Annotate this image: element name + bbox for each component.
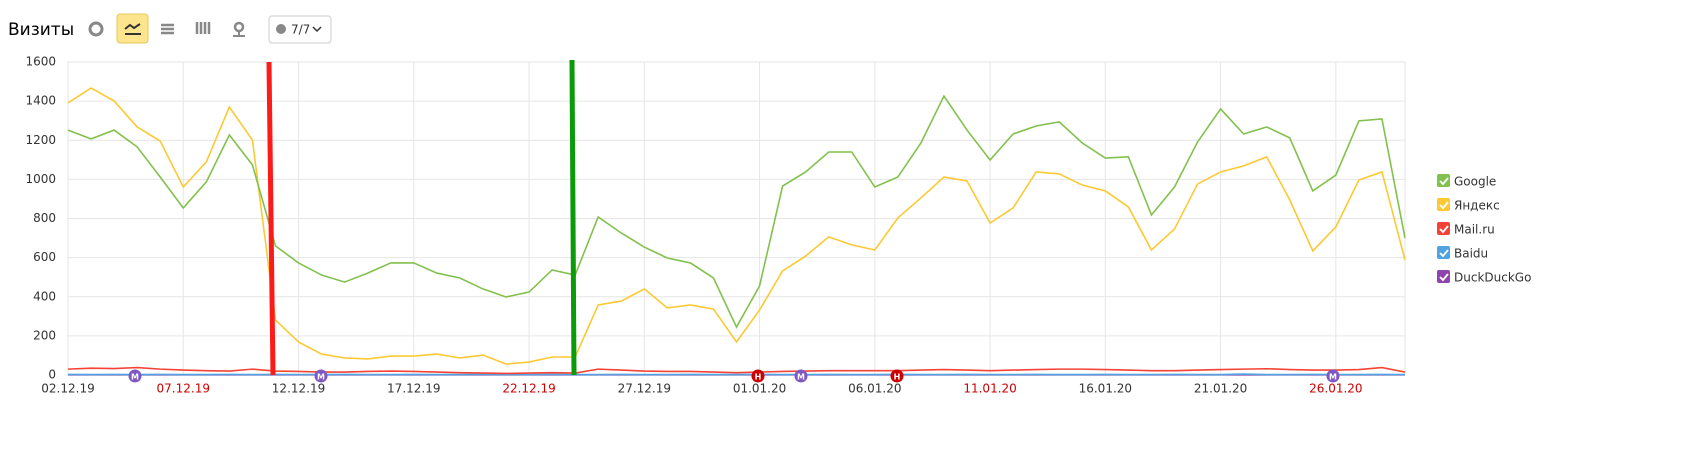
y-tick-label: 0 — [48, 368, 56, 382]
series-line — [67, 373, 1406, 376]
x-tick-label: 01.01.20 — [733, 382, 786, 396]
y-tick-label: 1000 — [25, 172, 56, 186]
legend-checkbox[interactable] — [1437, 246, 1450, 259]
event-marker-label: М — [317, 373, 325, 382]
event-marker[interactable] — [794, 369, 808, 383]
event-marker-label: Н — [755, 373, 762, 382]
legend-checkbox[interactable] — [1437, 222, 1450, 235]
x-tick-label: 17.12.19 — [387, 382, 440, 396]
event-marker[interactable] — [128, 369, 142, 383]
grid: 0 200 400 600 800 1000 1200 1400 1600 02.12.19 07.… — [25, 55, 1405, 396]
x-tick-label: 22.12.19 — [502, 382, 555, 396]
y-tick-label: 200 — [33, 328, 56, 342]
legend-checkbox[interactable] — [1437, 270, 1450, 283]
legend-label[interactable]: Baidu — [1454, 247, 1488, 261]
legend-label[interactable]: Яндекс — [1454, 199, 1500, 213]
x-tick-label: 12.12.19 — [272, 382, 325, 396]
event-marker-label: М — [131, 373, 139, 382]
x-tick-label: 11.01.20 — [963, 382, 1016, 396]
event-marker[interactable] — [314, 369, 328, 383]
x-tick-label: 06.01.20 — [848, 382, 901, 396]
series-line — [67, 94, 1406, 329]
y-tick-label: 600 — [33, 250, 56, 264]
segment-button[interactable]: 7/7 — [268, 15, 332, 44]
x-tick-label: 21.01.20 — [1194, 382, 1247, 396]
series-line — [67, 87, 1406, 365]
legend-check — [1439, 273, 1449, 282]
legend-checkbox[interactable] — [1437, 198, 1450, 211]
event-marker-label: М — [1329, 373, 1337, 382]
event-marker-label: Н — [894, 373, 901, 382]
y-tick-label: 400 — [33, 289, 56, 303]
event-marker[interactable] — [751, 369, 765, 383]
event-marker[interactable] — [1326, 369, 1340, 383]
event-marker-label: М — [797, 373, 805, 382]
report-title: Визиты — [8, 20, 74, 40]
y-tick-label: 1200 — [25, 133, 56, 147]
legend-check — [1439, 177, 1449, 186]
legend-checkbox[interactable] — [1437, 174, 1450, 187]
event-marker[interactable] — [890, 369, 904, 383]
drawn-red-line — [266, 61, 276, 376]
map-icon[interactable] — [233, 21, 245, 37]
drawn-green-line — [569, 59, 577, 376]
segment-button-label: 7/7 — [291, 23, 310, 37]
x-tick-label: 07.12.19 — [157, 382, 210, 396]
y-tick-label: 800 — [33, 211, 56, 225]
x-tick-label: 16.01.20 — [1079, 382, 1132, 396]
x-tick-label: 27.12.19 — [618, 382, 671, 396]
area-icon[interactable] — [161, 23, 174, 35]
legend-check — [1439, 249, 1449, 258]
legend-check — [1439, 201, 1449, 210]
legend: Google Яндекс Mail.ru Baidu DuckDuckGo — [1437, 174, 1531, 285]
x-tick-label: 26.01.20 — [1309, 382, 1362, 396]
legend-label[interactable]: DuckDuckGo — [1454, 271, 1531, 285]
legend-label[interactable]: Mail.ru — [1454, 223, 1495, 237]
bar-icon[interactable] — [195, 22, 211, 34]
line-icon[interactable] — [116, 13, 149, 44]
legend-label[interactable]: Google — [1454, 175, 1496, 189]
legend-check — [1439, 225, 1449, 234]
y-tick-label: 1400 — [25, 94, 56, 108]
pie-icon[interactable] — [88, 21, 104, 37]
x-tick-label: 02.12.19 — [41, 382, 94, 396]
plot — [67, 87, 1406, 376]
series-line — [67, 366, 1406, 375]
y-tick-label: 1600 — [25, 55, 56, 69]
